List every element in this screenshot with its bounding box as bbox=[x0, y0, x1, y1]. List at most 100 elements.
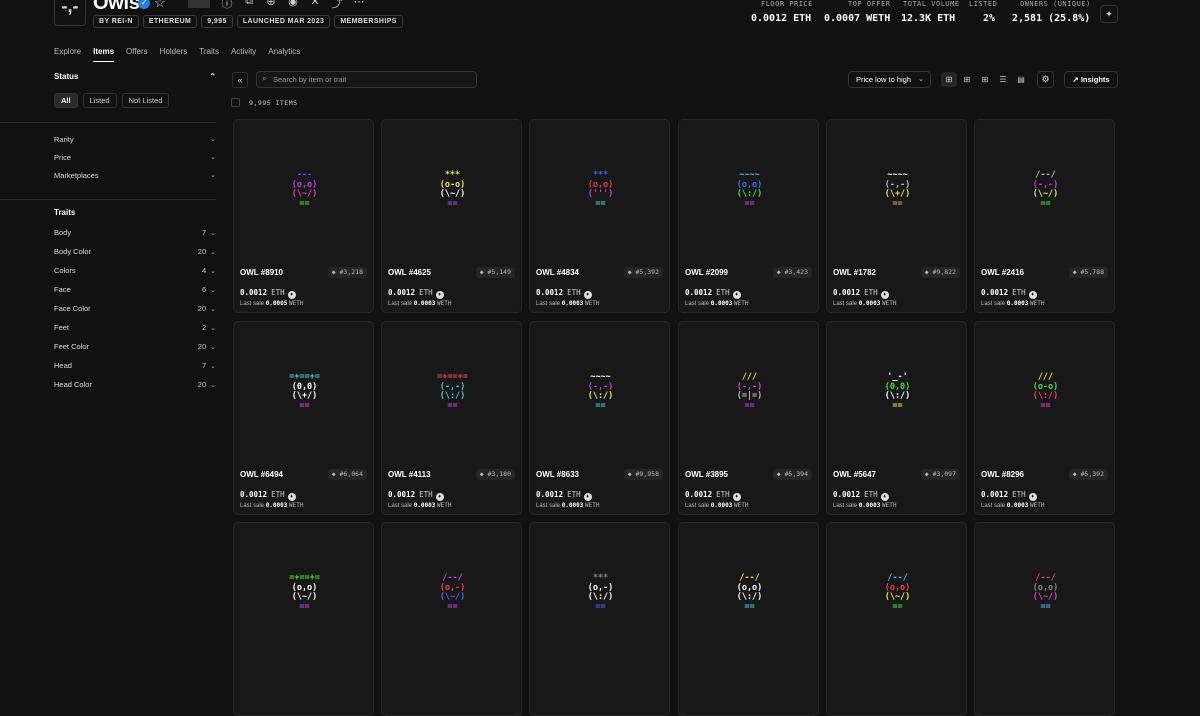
nft-item-card[interactable]: ///(-,-) (=|=) == OWL #3895 ◆ #5,394 0.0012 ET… bbox=[678, 321, 819, 515]
nft-item-card[interactable]: *** (o,o) (''') == OWL #4834 ◆ #5,392 0.0012 ET… bbox=[529, 119, 670, 313]
table-icon[interactable]: ▤ bbox=[1017, 75, 1025, 84]
x-twitter-icon[interactable]: ✕ bbox=[310, 0, 320, 8]
verified-badge-icon: ✓ bbox=[138, 0, 150, 9]
nft-item-card[interactable]: /--/(-,-) (\~/) == OWL #2416 ◆ #5,788 0.0012 E… bbox=[974, 119, 1115, 313]
tab-holders[interactable]: Holders bbox=[159, 47, 188, 56]
status-header[interactable]: Status ⌃ bbox=[54, 72, 216, 81]
item-name: OWL #8296 bbox=[981, 470, 1024, 479]
trait-filter[interactable]: Head Color 20 ⌄ bbox=[54, 375, 216, 394]
filter-rarity[interactable]: Rarity ⌄ bbox=[54, 131, 216, 149]
nft-item-card[interactable]: ~~~~ (-,-) (\+/) == OWL #1782 ◆ #9,822 0.0012 E… bbox=[826, 119, 967, 313]
art-line: (o,o) bbox=[1032, 582, 1059, 593]
trait-filter[interactable]: Face 6 ⌄ bbox=[54, 280, 216, 299]
last-sale: Last sale 0.0003 WETH bbox=[981, 300, 1045, 307]
search-input[interactable] bbox=[273, 72, 473, 87]
trait-name: Face bbox=[54, 285, 71, 294]
art-line: (-,-) bbox=[587, 381, 614, 392]
nft-item-card[interactable]: /--/(o,o) (\~/) == bbox=[974, 522, 1115, 716]
art-line: (=|=) bbox=[736, 391, 763, 401]
tab-analytics[interactable]: Analytics bbox=[268, 47, 301, 56]
tab-explore[interactable]: Explore bbox=[54, 47, 82, 56]
art-line: (\:/) bbox=[884, 391, 911, 401]
sparkle-icon[interactable]: ✦ bbox=[1100, 5, 1118, 23]
more-icon[interactable]: ⋯ bbox=[353, 0, 365, 8]
nft-item-card[interactable]: =+==+= (0,0) (\+/) == OWL #6494 ◆ #6,064 0.001… bbox=[233, 321, 374, 515]
trait-filter[interactable]: Feet 2 ⌄ bbox=[54, 318, 216, 337]
tab-items[interactable]: Items bbox=[93, 47, 115, 62]
sort-dropdown[interactable]: Price low to high ⌄ bbox=[848, 71, 931, 88]
trait-filter[interactable]: Feet Color 20 ⌄ bbox=[54, 337, 216, 356]
info-icon[interactable]: ⓘ bbox=[221, 0, 233, 10]
chevron-down-icon: ⌄ bbox=[918, 76, 924, 83]
art-line: /// bbox=[1037, 372, 1054, 382]
grid-large-icon[interactable]: ⊞ bbox=[941, 72, 957, 87]
diamond-icon: ◆ bbox=[924, 470, 933, 478]
trait-filter[interactable]: Head 7 ⌄ bbox=[54, 356, 216, 375]
item-name: OWL #6494 bbox=[240, 470, 283, 479]
sort-label: Price low to high bbox=[856, 75, 912, 84]
owl-ascii-art: ///(o-o) (\:/) == bbox=[975, 322, 1114, 462]
collection-chips: BY REI-N ETHEREUM 9,995 LAUNCHED MAR 202… bbox=[93, 15, 403, 28]
trait-list: Body 7 ⌄ Body Color 20 ⌄ Colors 4 ⌄ Face 6 ⌄ Fac… bbox=[54, 223, 216, 394]
nft-item-card[interactable]: --- (o,o) (\~/) == OWL #8910 ◆ #3,218 0.0012 ET… bbox=[233, 119, 374, 313]
last-sale-value: 0.0003 bbox=[1006, 502, 1029, 509]
nft-item-card[interactable]: *** (o-o) (\~/) == OWL #4625 ◆ #5,149 0.0012 ET… bbox=[381, 119, 522, 313]
stat-top-offer: TOP OFFER 0.0007 WETH bbox=[824, 0, 890, 24]
art-line: /--/ bbox=[1035, 170, 1056, 180]
grid-medium-icon[interactable]: ⊞ bbox=[963, 75, 971, 84]
last-sale-label: Last sale bbox=[981, 301, 1006, 307]
nft-item-card[interactable]: ///(o-o) (\:/) == OWL #8296 ◆ #5,392 0.0012 ET… bbox=[974, 321, 1115, 515]
filter-price[interactable]: Price ⌄ bbox=[54, 149, 216, 167]
nft-item-card[interactable]: ~~~~ (o,o) (\:/) == OWL #2099 ◆ #3,423 0.0012 E… bbox=[678, 119, 819, 313]
nft-item-card[interactable]: ~~~~ (-,-) (\:/) == OWL #8633 ◆ #9,958 0.0012 E… bbox=[529, 321, 670, 515]
tab-traits[interactable]: Traits bbox=[199, 47, 219, 56]
nft-item-card[interactable]: =+==+= (o,o) (\~/) == bbox=[233, 522, 374, 716]
select-all-checkbox[interactable] bbox=[231, 98, 240, 107]
category-chip[interactable]: MEMBERSHIPS bbox=[334, 15, 403, 28]
trait-count: 6 bbox=[201, 285, 207, 294]
tab-offers[interactable]: Offers bbox=[126, 47, 148, 56]
status-not-listed-button[interactable]: Not Listed bbox=[121, 93, 170, 108]
nft-item-card[interactable]: /--/(o,o) (\~/) == bbox=[826, 522, 967, 716]
item-price: 0.0012 ETH ♦ bbox=[388, 288, 444, 299]
trait-filter[interactable]: Colors 4 ⌄ bbox=[54, 261, 216, 280]
gear-icon[interactable]: ⚙ bbox=[1037, 71, 1054, 88]
art-line: (-,-) bbox=[439, 381, 466, 392]
creator-chip[interactable]: BY REI-N bbox=[93, 15, 139, 28]
art-line: (o,-) bbox=[587, 582, 614, 593]
favorite-star-icon[interactable]: ☆ bbox=[154, 0, 166, 10]
item-price: 0.0012 ETH ♦ bbox=[240, 288, 296, 299]
grid-small-icon[interactable]: ⊞ bbox=[981, 75, 989, 84]
price-value: 0.0012 bbox=[388, 490, 416, 499]
website-globe-icon[interactable]: ⊕ bbox=[266, 0, 276, 8]
rarity-rank-badge: ◆ #6,064 bbox=[327, 469, 367, 480]
opensea-icon: ♦ bbox=[1028, 493, 1037, 501]
opensea-icon: ♦ bbox=[880, 493, 889, 501]
status-listed-button[interactable]: Listed bbox=[82, 93, 117, 108]
copy-icon[interactable]: ⧉ bbox=[245, 0, 253, 7]
list-icon[interactable]: ☰ bbox=[999, 75, 1007, 84]
filter-marketplaces[interactable]: Marketplaces ⌄ bbox=[54, 167, 216, 185]
status-all-button[interactable]: All bbox=[54, 93, 78, 108]
rank-value: #9,822 bbox=[932, 268, 956, 276]
nft-item-card[interactable]: /--/(o,o) (\:/) == bbox=[678, 522, 819, 716]
chevron-down-icon: ⌄ bbox=[210, 154, 216, 161]
price-unit: ETH bbox=[864, 490, 878, 499]
nft-item-card[interactable]: '_-' (0,0) (\:/) == OWL #5647 ◆ #3,097 0.0012 E… bbox=[826, 321, 967, 515]
insights-button[interactable]: ↗ Insights bbox=[1064, 71, 1118, 88]
discord-icon[interactable]: ◉ bbox=[288, 0, 298, 8]
art-line: *** bbox=[592, 170, 609, 180]
nft-item-card[interactable]: *** (o,-) (\:/) == bbox=[529, 522, 670, 716]
trait-filter[interactable]: Face Color 20 ⌄ bbox=[54, 299, 216, 318]
trait-filter[interactable]: Body Color 20 ⌄ bbox=[54, 242, 216, 261]
item-price: 0.0012 ETH ♦ bbox=[388, 490, 444, 501]
share-icon[interactable]: ⤴ bbox=[331, 0, 343, 10]
item-name: OWL #2099 bbox=[685, 268, 728, 277]
art-line: (-,-) bbox=[1032, 179, 1059, 190]
trait-filter[interactable]: Body 7 ⌄ bbox=[54, 223, 216, 242]
opensea-icon: ♦ bbox=[583, 291, 592, 299]
collapse-sidebar-icon[interactable]: « bbox=[232, 72, 248, 88]
nft-item-card[interactable]: /--/(o,-) (\~/) == bbox=[381, 522, 522, 716]
nft-item-card[interactable]: =+==+= (-,-) (\:/) == OWL #4113 ◆ #3,180 0.001… bbox=[381, 321, 522, 515]
tab-activity[interactable]: Activity bbox=[230, 47, 257, 56]
